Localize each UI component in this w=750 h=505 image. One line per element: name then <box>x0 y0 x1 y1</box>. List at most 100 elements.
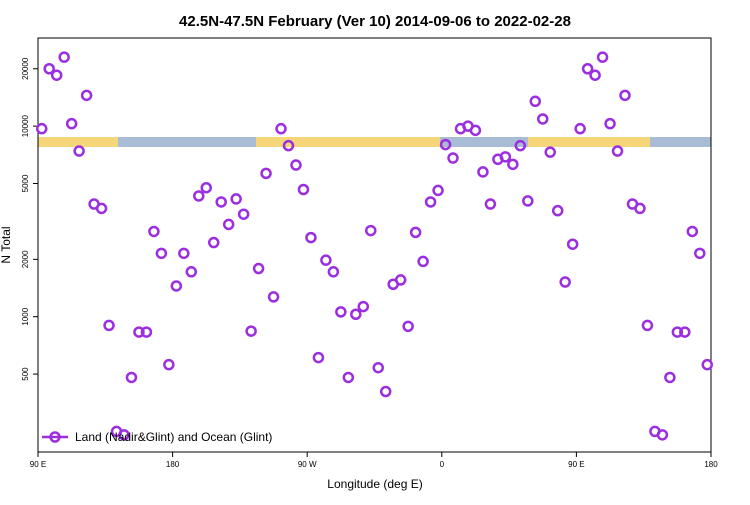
land-strip <box>256 137 440 147</box>
x-tick-label: 0 <box>440 460 445 469</box>
data-point <box>133 326 145 338</box>
data-point <box>686 225 699 238</box>
data-point <box>350 308 362 321</box>
x-axis-label: Longitude (deg E) <box>327 477 422 491</box>
data-point <box>252 262 265 275</box>
data-point <box>634 202 646 215</box>
chart-title: 42.5N-47.5N February (Ver 10) 2014-09-06… <box>179 13 571 30</box>
data-point <box>424 196 437 208</box>
data-point <box>327 266 340 278</box>
data-point <box>514 139 527 152</box>
data-point <box>581 63 594 75</box>
y-tick-label: 2000 <box>21 250 30 268</box>
data-point <box>522 195 534 207</box>
data-point <box>178 247 190 260</box>
data-point <box>484 198 497 210</box>
data-point <box>409 226 422 239</box>
land-strip <box>38 137 118 147</box>
data-point <box>237 208 250 220</box>
data-point <box>35 122 48 135</box>
data-point <box>432 184 444 197</box>
data-point <box>118 429 130 441</box>
data-point <box>170 280 183 292</box>
data-point <box>372 361 384 374</box>
y-tick-label: 10000 <box>21 114 30 137</box>
data-point <box>65 117 78 130</box>
data-point <box>73 145 85 157</box>
data-point <box>185 266 198 278</box>
data-point <box>537 113 549 125</box>
data-point <box>312 351 325 364</box>
data-point <box>207 236 220 249</box>
data-point <box>357 300 370 313</box>
data-point <box>499 151 512 163</box>
data-point <box>43 63 55 75</box>
data-point <box>664 371 676 384</box>
data-point <box>439 138 452 151</box>
data-point <box>417 255 429 268</box>
x-tick-label: 90 W <box>298 460 317 469</box>
y-axis-label: N Total <box>0 226 13 263</box>
data-point <box>551 204 564 217</box>
land-ocean-strip <box>38 137 711 147</box>
data-point <box>215 196 227 208</box>
data-point <box>671 326 684 338</box>
data-point <box>379 385 392 398</box>
data-point <box>125 371 138 384</box>
legend-label: Land (Nadir&Glint) and Ocean (Glint) <box>75 430 272 444</box>
data-point <box>297 183 310 196</box>
data-point <box>148 225 160 238</box>
data-point <box>701 358 714 371</box>
data-point <box>260 167 272 180</box>
data-point <box>290 159 302 171</box>
land-strip <box>528 137 650 147</box>
data-point <box>245 325 257 337</box>
data-point <box>611 145 624 157</box>
data-point <box>200 181 212 194</box>
data-point <box>267 291 280 303</box>
data-point <box>477 166 489 178</box>
data-point <box>447 152 459 164</box>
y-tick-label: 5000 <box>21 174 30 192</box>
x-tick-label: 180 <box>166 460 180 469</box>
data-point <box>694 247 706 260</box>
data-point <box>163 358 175 371</box>
data-point <box>103 319 115 332</box>
data-point <box>559 276 571 288</box>
data-point <box>596 51 609 63</box>
data-point <box>95 202 108 215</box>
y-tick-label: 20000 <box>21 57 30 80</box>
x-tick-label: 90 E <box>568 460 584 469</box>
data-point <box>305 231 317 244</box>
data-point <box>544 146 556 158</box>
data-point <box>394 274 407 286</box>
data-point <box>469 124 482 137</box>
y-tick-label: 1000 <box>21 307 30 325</box>
data-point <box>604 117 616 130</box>
data-point <box>566 238 579 250</box>
y-tick-label: 500 <box>21 367 30 381</box>
data-point <box>507 158 519 171</box>
data-point <box>656 429 669 441</box>
data-point <box>58 51 70 63</box>
data-point <box>50 69 63 81</box>
data-point <box>679 326 691 338</box>
data-point <box>320 254 332 266</box>
data-point <box>80 89 93 102</box>
data-point <box>641 319 654 332</box>
data-point <box>155 247 168 260</box>
data-point <box>193 190 205 202</box>
legend-marker <box>49 431 61 443</box>
data-point <box>402 320 414 333</box>
data-point <box>282 139 295 152</box>
data-point <box>365 224 377 237</box>
data-point <box>222 218 235 231</box>
data-point <box>342 371 355 384</box>
data-point <box>574 122 586 135</box>
data-point <box>275 122 287 135</box>
data-point <box>529 95 542 108</box>
x-tick-label: 180 <box>704 460 718 469</box>
data-point <box>589 69 601 81</box>
